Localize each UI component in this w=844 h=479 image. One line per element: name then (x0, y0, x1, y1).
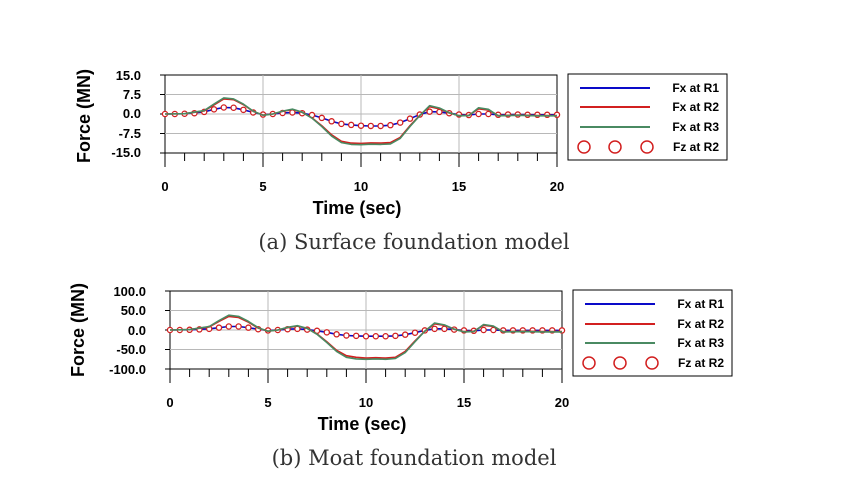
panel-b-point-fz-at-r2 (352, 332, 360, 340)
panel-a-point-fz-at-r2 (328, 118, 335, 125)
panel-a-point-fz-at-r2 (220, 104, 228, 111)
panel-b-legend: Fx at R1 Fx at R2 Fx at R3 Fz at R2 (572, 289, 733, 377)
panel-a-point-fz-at-r2 (377, 122, 384, 130)
panel-a-y-axis-label: Force (MN) (74, 69, 94, 163)
legend-label-fz-r2: Fz at R2 (678, 356, 724, 370)
panel-a-x-axis-label: Time (sec) (313, 198, 402, 218)
panel-b: 100.0 50.0 0.0 -50.0 -100.0 0 5 10 15 20… (68, 283, 733, 470)
panel-b-y-tick-labels: 100.0 50.0 0.0 -50.0 -100.0 (109, 284, 146, 377)
panel-b-x-axis-label: Time (sec) (318, 414, 407, 434)
panel-a-x-tick-label: 20 (550, 179, 564, 194)
panel-a-x-tick-label: 15 (452, 179, 466, 194)
panel-a-point-fz-at-r2 (230, 104, 237, 112)
panel-b-y-axis-label: Force (MN) (68, 283, 88, 377)
panel-a-line-fx-at-r3 (164, 97, 557, 146)
panel-b-point-fz-at-r2 (333, 331, 340, 338)
panel-a-series (161, 97, 561, 146)
panel-b-x-tick-label: 20 (555, 395, 569, 410)
panel-b-point-fz-at-r2 (480, 326, 487, 334)
panel-a-point-fz-at-r2 (426, 108, 433, 115)
panel-b-x-tick-labels: 0 5 10 15 20 (166, 395, 569, 410)
panel-a-point-fz-at-r2 (347, 121, 355, 129)
panel-a-point-fz-at-r2 (396, 119, 404, 126)
panel-a-point-fz-at-r2 (338, 120, 345, 128)
panel-a-point-fz-at-r2 (210, 106, 218, 113)
panel-b-point-fz-at-r2 (245, 324, 252, 331)
legend-marker-fz-r2 (645, 356, 659, 370)
panel-a-y-tick-label: -15.0 (111, 145, 141, 160)
legend-marker-fz-r2 (577, 140, 591, 154)
panel-b-point-fz-at-r2 (401, 331, 409, 338)
panel-b-y-tick-label: -100.0 (109, 362, 146, 377)
panel-a-x-ticks (160, 74, 558, 167)
panel-a-point-fz-at-r2 (240, 106, 247, 114)
panel-a-legend: Fx at R1 Fx at R2 Fx at R3 Fz at R2 (567, 73, 728, 161)
panel-b-point-fz-at-r2 (392, 332, 399, 340)
panel-b-caption: (b) Moat foundation model (272, 446, 557, 470)
legend-label-fx-r1: Fx at R1 (677, 297, 724, 311)
legend-label-fz-r2: Fz at R2 (673, 140, 719, 154)
legend-label-fx-r2: Fx at R2 (677, 317, 724, 331)
panel-b-x-tick-label: 15 (457, 395, 471, 410)
panel-a-y-tick-labels: 15.0 7.5 0.0 -7.5 -15.0 (111, 68, 141, 160)
panel-a-point-fz-at-r2 (406, 115, 414, 122)
panel-a-point-fz-at-r2 (475, 110, 482, 118)
panel-a-point-fz-at-r2 (318, 114, 326, 122)
legend-marker-fz-r2 (640, 140, 654, 154)
legend-label-fx-r2: Fx at R2 (672, 100, 719, 114)
panel-b-point-fz-at-r2 (235, 323, 242, 330)
panel-a-x-tick-label: 5 (259, 179, 266, 194)
panel-a-point-fz-at-r2 (387, 121, 394, 129)
panel-b-point-fz-at-r2 (372, 332, 380, 340)
panel-b-point-fz-at-r2 (362, 332, 370, 340)
panel-b-y-tick-label: 0.0 (128, 323, 146, 338)
legend-label-fx-r3: Fx at R3 (672, 120, 719, 134)
panel-a-x-tick-labels: 0 5 10 15 20 (161, 179, 564, 194)
panel-a-x-tick-label: 10 (354, 179, 368, 194)
panel-a-y-tick-label: 0.0 (123, 106, 141, 121)
panel-a-y-tick-label: -7.5 (119, 126, 141, 141)
panel-b-series (166, 314, 566, 361)
panel-b-point-fz-at-r2 (215, 324, 223, 331)
panel-a: 15.0 7.5 0.0 -7.5 -15.0 0 5 10 15 20 Tim… (74, 68, 728, 254)
panel-b-x-tick-label: 5 (264, 395, 271, 410)
panel-b-point-fz-at-r2 (225, 323, 233, 330)
panel-b-y-tick-label: -50.0 (116, 342, 146, 357)
panel-b-point-fz-at-r2 (382, 332, 389, 340)
panel-b-point-fz-at-r2 (343, 332, 350, 339)
panel-b-x-tick-label: 0 (166, 395, 173, 410)
legend-marker-fz-r2 (613, 356, 627, 370)
panel-b-plot-area (165, 290, 566, 383)
panel-b-x-tick-label: 10 (359, 395, 373, 410)
panel-a-caption: (a) Surface foundation model (258, 230, 570, 254)
legend-label-fx-r1: Fx at R1 (672, 81, 719, 95)
panel-a-y-tick-label: 15.0 (116, 68, 141, 83)
panel-a-y-tick-label: 7.5 (123, 87, 141, 102)
legend-label-fx-r3: Fx at R3 (677, 336, 724, 350)
legend-marker-fz-r2 (582, 356, 596, 370)
panel-a-x-tick-label: 0 (161, 179, 168, 194)
panel-b-y-tick-label: 50.0 (121, 303, 146, 318)
panel-b-point-fz-at-r2 (323, 329, 331, 336)
panel-b-point-fz-at-r2 (411, 329, 419, 336)
panel-a-point-fz-at-r2 (485, 110, 492, 118)
legend-marker-fz-r2 (608, 140, 622, 154)
panel-a-point-fz-at-r2 (367, 122, 375, 130)
panel-b-line-fx-at-r3 (169, 314, 562, 361)
panel-a-plot-area (160, 74, 561, 167)
panel-b-point-fz-at-r2 (431, 325, 438, 333)
panel-a-point-fz-at-r2 (357, 122, 365, 129)
panel-b-y-tick-label: 100.0 (113, 284, 146, 299)
panel-b-x-ticks (165, 290, 563, 383)
panel-b-point-fz-at-r2 (441, 325, 448, 333)
